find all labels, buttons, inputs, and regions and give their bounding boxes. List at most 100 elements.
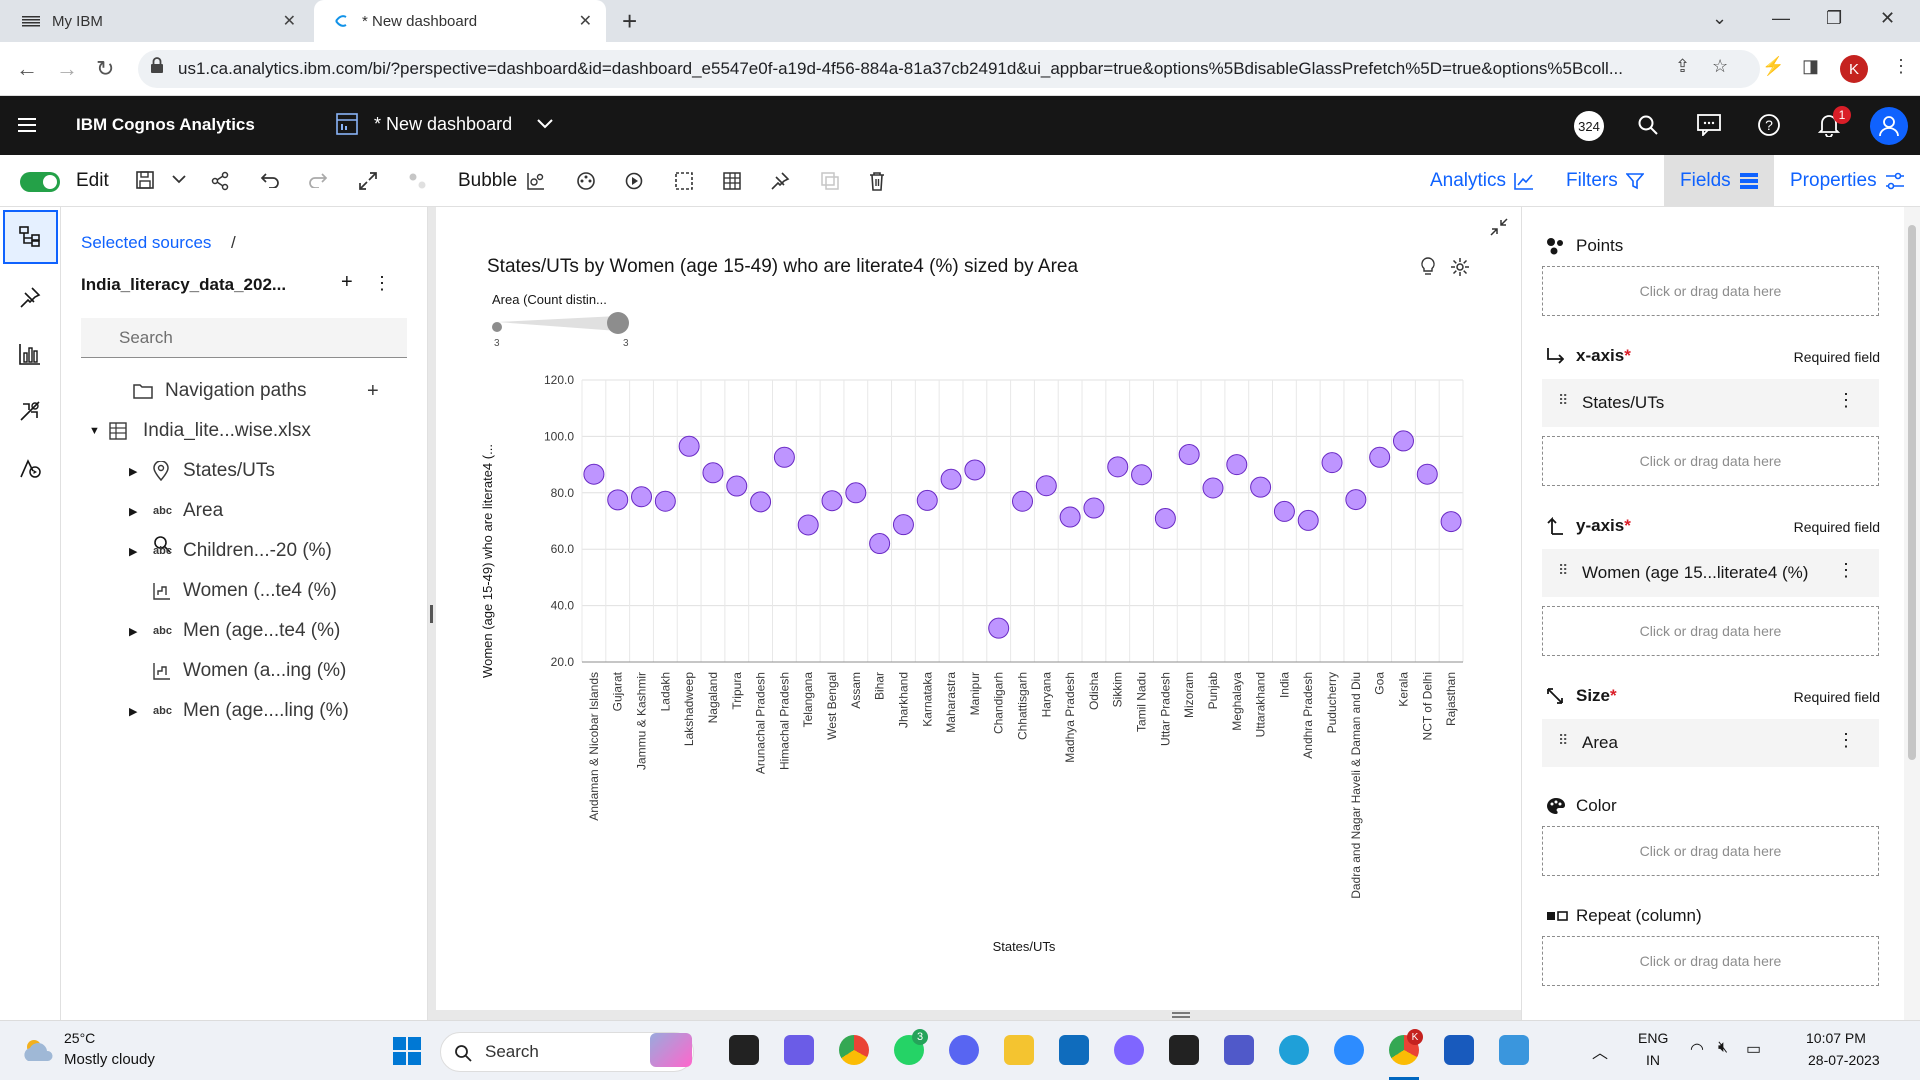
x-axis-field[interactable]: ⠿ States/UTs ⋮ xyxy=(1542,379,1879,427)
undo-icon[interactable] xyxy=(260,172,280,188)
bubble-point[interactable] xyxy=(1250,476,1272,498)
url-field[interactable]: us1.ca.analytics.ibm.com/bi/?perspective… xyxy=(138,50,1760,88)
chrome-icon[interactable] xyxy=(839,1035,869,1065)
region-indicator[interactable]: IN xyxy=(1646,1052,1660,1068)
size-legend-max-handle[interactable] xyxy=(607,312,629,334)
y-axis-drop-zone[interactable]: Click or drag data here xyxy=(1542,606,1879,656)
bubble-point[interactable] xyxy=(869,533,891,555)
expand-icon[interactable] xyxy=(358,171,378,191)
edit-mode-toggle[interactable] xyxy=(20,172,60,192)
mail-icon[interactable] xyxy=(1059,1035,1089,1065)
bubble-point[interactable] xyxy=(988,617,1010,639)
minimize-button[interactable]: — xyxy=(1772,8,1790,28)
source-name[interactable]: India_literacy_data_202... xyxy=(81,275,287,294)
bubble-point[interactable] xyxy=(654,490,676,512)
bubble-point[interactable] xyxy=(1178,443,1200,465)
bubble-point[interactable] xyxy=(1107,456,1129,478)
tree-item-area[interactable]: ▶ abc Area xyxy=(61,495,421,527)
tree-item-file[interactable]: ▼ India_lite...wise.xlsx xyxy=(61,415,421,447)
bubble-point[interactable] xyxy=(1035,475,1057,497)
source-search-input[interactable]: Search xyxy=(81,318,407,358)
chevron-down-icon[interactable] xyxy=(537,119,553,129)
table-icon[interactable] xyxy=(722,171,742,191)
bubble-point[interactable] xyxy=(1345,489,1367,511)
zoom-icon[interactable] xyxy=(1334,1035,1364,1065)
tab-search-icon[interactable]: ⌄ xyxy=(1712,8,1728,28)
dropbox-icon[interactable] xyxy=(1169,1035,1199,1065)
filters-tab[interactable]: Filters xyxy=(1566,170,1644,192)
bubble-point[interactable] xyxy=(1273,500,1295,522)
bubble-point[interactable] xyxy=(821,490,843,512)
lightbulb-icon[interactable] xyxy=(1420,257,1436,277)
caret-right-icon[interactable]: ▶ xyxy=(129,505,138,518)
data-sources-icon[interactable] xyxy=(15,222,45,252)
counter-badge[interactable]: 324 xyxy=(1574,111,1604,141)
animate-icon[interactable] xyxy=(624,171,644,191)
new-tab-button[interactable]: + xyxy=(622,6,638,36)
back-icon[interactable]: ← xyxy=(16,56,38,81)
search-highlight-icon[interactable] xyxy=(650,1033,692,1067)
dashboard-title[interactable]: * New dashboard xyxy=(374,114,513,134)
bubble-point[interactable] xyxy=(726,475,748,497)
browser-menu-icon[interactable]: ⋮ xyxy=(1892,56,1910,76)
color-drop-zone[interactable]: Click or drag data here xyxy=(1542,826,1879,876)
duplicate-icon[interactable] xyxy=(820,171,840,191)
bubble-point[interactable] xyxy=(678,435,700,457)
viz-type-label[interactable]: Bubble xyxy=(458,170,518,191)
profile-avatar[interactable]: K xyxy=(1840,55,1868,83)
pin-icon[interactable] xyxy=(15,282,45,312)
bubble-point[interactable] xyxy=(964,459,986,481)
bubble-point[interactable] xyxy=(1012,490,1033,512)
chat-icon[interactable] xyxy=(1697,114,1721,136)
bubble-point[interactable] xyxy=(1131,464,1153,486)
copilot-icon[interactable] xyxy=(1114,1035,1144,1065)
extensions-icon[interactable]: ⚡ xyxy=(1762,56,1785,76)
weather-cloud-icon[interactable] xyxy=(20,1037,56,1063)
clock-date[interactable]: 28-07-2023 xyxy=(1808,1052,1880,1068)
bubble-point[interactable] xyxy=(892,514,914,536)
file-explorer-icon[interactable] xyxy=(1004,1035,1034,1065)
y-axis-field[interactable]: ⠿ Women (age 15...literate4 (%) ⋮ xyxy=(1542,549,1879,597)
overflow-menu-icon[interactable]: ⋮ xyxy=(1837,730,1855,750)
overflow-menu-icon[interactable]: ⋮ xyxy=(373,273,391,293)
bubble-point[interactable] xyxy=(1416,463,1438,485)
chevron-up-icon[interactable]: ︿ xyxy=(1592,1045,1609,1062)
fields-tab[interactable]: Fields xyxy=(1680,170,1759,192)
tree-item-women-schooling[interactable]: Women (a...ing (%) xyxy=(61,655,421,687)
caret-right-icon[interactable]: ▶ xyxy=(129,625,138,638)
bubble-point[interactable] xyxy=(797,514,819,536)
bubble-point[interactable] xyxy=(583,463,605,485)
close-window-button[interactable]: ✕ xyxy=(1880,8,1896,28)
select-icon[interactable] xyxy=(674,171,694,191)
windows-start-icon[interactable] xyxy=(392,1036,422,1066)
bubble-point[interactable] xyxy=(773,446,795,468)
reload-icon[interactable]: ↻ xyxy=(96,56,115,81)
drag-handle-icon[interactable]: ⠿ xyxy=(1558,732,1568,748)
bubble-point[interactable] xyxy=(750,491,772,513)
widget-settings-icon[interactable] xyxy=(1450,257,1470,277)
collapse-widget-icon[interactable] xyxy=(1490,218,1508,236)
bubble-point[interactable] xyxy=(1297,509,1319,531)
tree-item-men-literate[interactable]: ▶ abc Men (age...te4 (%) xyxy=(61,615,421,647)
bubble-point[interactable] xyxy=(607,489,629,511)
delete-icon[interactable] xyxy=(868,171,886,191)
forward-icon[interactable]: → xyxy=(56,56,78,81)
side-panel-icon[interactable]: ◨ xyxy=(1802,56,1820,76)
maximize-button[interactable]: ❐ xyxy=(1826,8,1843,28)
clock-time[interactable]: 10:07 PM xyxy=(1806,1030,1866,1046)
canvas-resize-handle[interactable] xyxy=(1172,1012,1190,1018)
drill-icon[interactable] xyxy=(408,172,428,190)
bubble-point[interactable] xyxy=(845,482,867,504)
bubble-chart-icon[interactable] xyxy=(526,171,546,191)
chevron-down-icon[interactable] xyxy=(172,175,186,184)
repeat-column-drop-zone[interactable]: Click or drag data here xyxy=(1542,936,1879,986)
tree-item-men-schooling[interactable]: ▶ abc Men (age....ling (%) xyxy=(61,695,421,727)
bubble-point[interactable] xyxy=(1059,506,1081,528)
user-avatar[interactable] xyxy=(1870,107,1908,145)
share-icon[interactable] xyxy=(210,171,230,191)
hamburger-menu-icon[interactable] xyxy=(18,118,36,132)
bubble-point[interactable] xyxy=(1321,452,1343,474)
caret-right-icon[interactable]: ▶ xyxy=(129,705,138,718)
visualizations-icon[interactable] xyxy=(15,339,45,369)
edge-icon[interactable] xyxy=(1279,1035,1309,1065)
